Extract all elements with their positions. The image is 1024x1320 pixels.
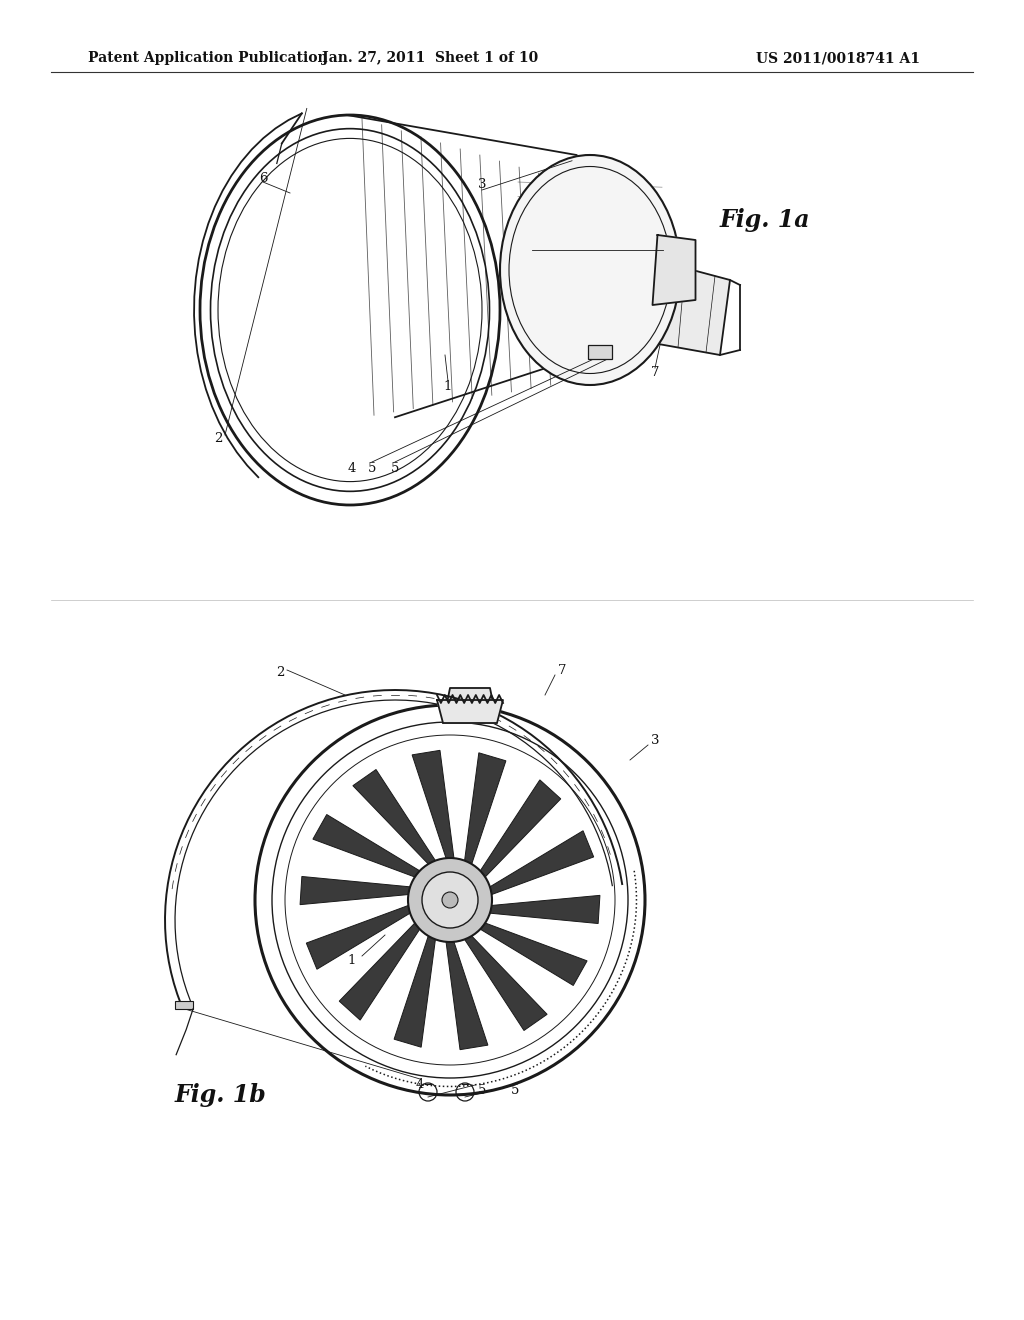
Text: Patent Application Publication: Patent Application Publication <box>88 51 328 65</box>
Text: 7: 7 <box>650 367 659 380</box>
Text: 4: 4 <box>416 1078 424 1092</box>
Circle shape <box>442 892 458 908</box>
Text: 1: 1 <box>443 380 453 393</box>
Text: US 2011/0018741 A1: US 2011/0018741 A1 <box>756 51 920 65</box>
Polygon shape <box>580 240 730 355</box>
Circle shape <box>422 873 478 928</box>
Text: 3: 3 <box>650 734 659 747</box>
Text: 4: 4 <box>527 239 537 252</box>
Polygon shape <box>412 750 454 858</box>
Text: Jan. 27, 2011  Sheet 1 of 10: Jan. 27, 2011 Sheet 1 of 10 <box>322 51 539 65</box>
Text: Fig. 1b: Fig. 1b <box>175 1082 266 1107</box>
Polygon shape <box>489 830 594 895</box>
Polygon shape <box>489 895 600 924</box>
Text: 6: 6 <box>259 172 267 185</box>
Text: 5: 5 <box>391 462 399 474</box>
Polygon shape <box>300 876 411 904</box>
Polygon shape <box>480 923 587 986</box>
Polygon shape <box>394 936 435 1047</box>
Text: 3: 3 <box>478 178 486 191</box>
Polygon shape <box>443 688 497 723</box>
Polygon shape <box>465 936 547 1031</box>
Circle shape <box>408 858 492 942</box>
Ellipse shape <box>500 154 680 385</box>
Polygon shape <box>480 780 561 876</box>
Polygon shape <box>353 770 435 865</box>
Polygon shape <box>339 923 420 1020</box>
Polygon shape <box>437 700 503 723</box>
Text: 5: 5 <box>478 1084 486 1097</box>
Text: 5: 5 <box>368 462 376 474</box>
Polygon shape <box>652 235 695 305</box>
Text: 2: 2 <box>275 665 285 678</box>
Text: Fig. 1a: Fig. 1a <box>720 209 811 232</box>
FancyBboxPatch shape <box>588 345 612 359</box>
Text: 7: 7 <box>558 664 566 676</box>
Polygon shape <box>313 814 420 876</box>
FancyBboxPatch shape <box>175 1001 194 1008</box>
Text: 5: 5 <box>511 1084 519 1097</box>
Text: 1: 1 <box>348 953 356 966</box>
Polygon shape <box>306 906 411 969</box>
Polygon shape <box>465 752 506 865</box>
Text: 2: 2 <box>214 432 222 445</box>
Text: 4: 4 <box>348 462 356 474</box>
Polygon shape <box>446 941 487 1049</box>
